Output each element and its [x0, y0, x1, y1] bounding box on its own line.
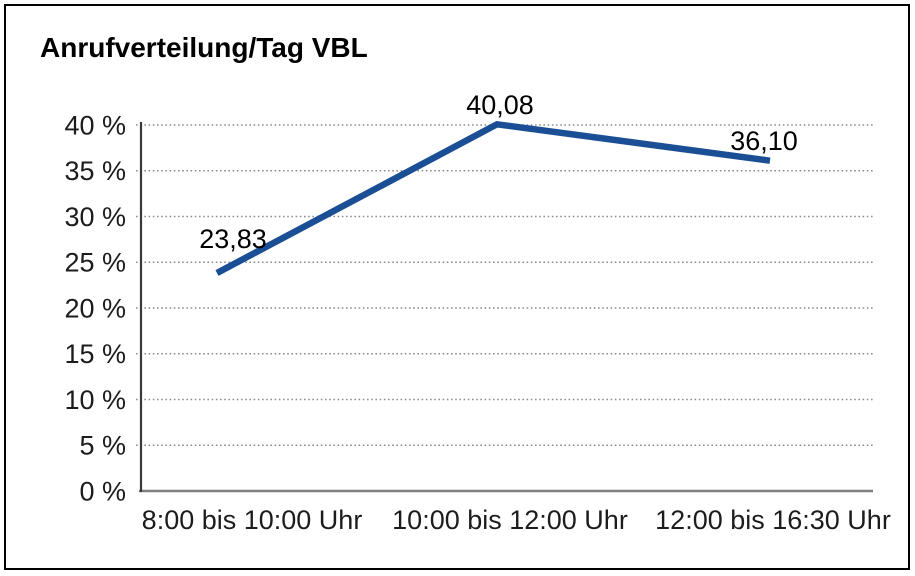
ytick-label: 25 % — [64, 248, 126, 278]
series-line — [215, 120, 771, 276]
category-label: 8:00 bis 10:00 Uhr — [142, 505, 363, 535]
ytick-label: 40 % — [64, 110, 126, 140]
data-label: 36,10 — [730, 126, 798, 156]
ytick-label: 15 % — [64, 339, 126, 369]
data-label: 23,83 — [199, 224, 267, 254]
ytick-label: 0 % — [79, 476, 126, 506]
ytick-label: 20 % — [64, 293, 126, 323]
ytick-label: 35 % — [64, 156, 126, 186]
category-label: 12:00 bis 16:30 Uhr — [655, 505, 891, 535]
chart-border: Anrufverteilung/Tag VBL — [4, 4, 910, 570]
category-label: 10:00 bis 12:00 Uhr — [392, 505, 628, 535]
chart-title: Anrufverteilung/Tag VBL — [40, 32, 368, 63]
ytick-label: 30 % — [64, 202, 126, 232]
ytick-label: 5 % — [79, 431, 126, 461]
ytick-label: 10 % — [64, 385, 126, 415]
data-label: 40,08 — [466, 90, 534, 120]
